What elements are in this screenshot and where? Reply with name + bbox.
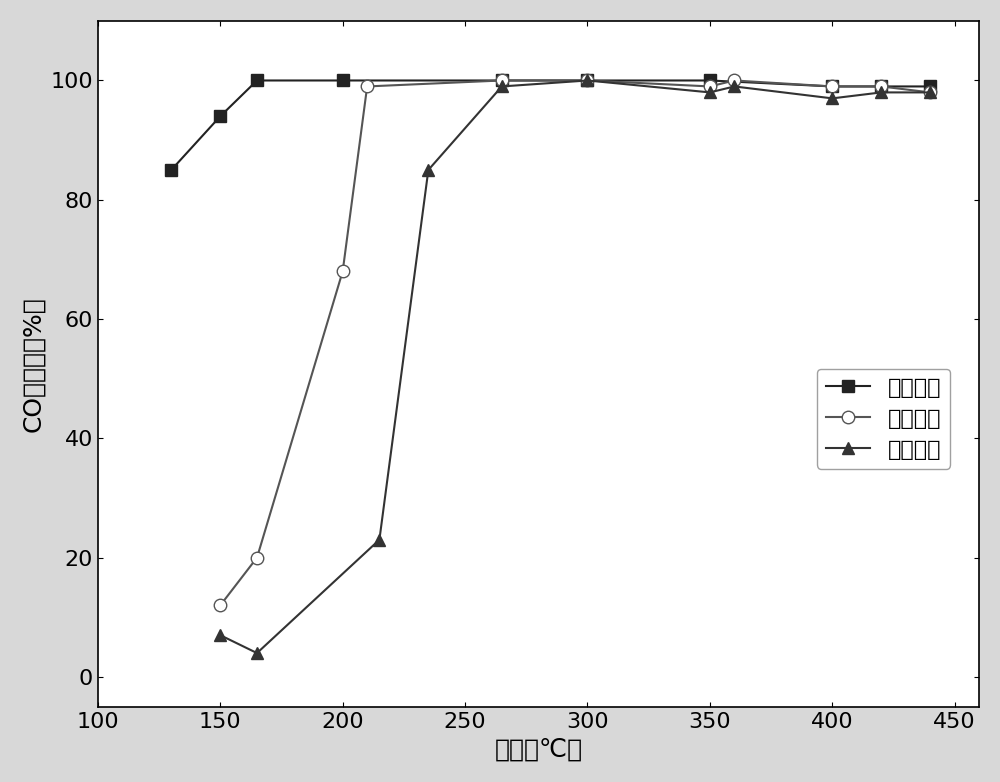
Line: 实施例一: 实施例一 [165,74,936,176]
实施例一 [337,76,349,85]
实施例二 [728,76,740,85]
Line: 实施例二: 实施例二 [214,74,936,612]
实施例一 [214,112,226,121]
Y-axis label: CO转化率（%）: CO转化率（%） [21,296,45,432]
实施例一 [496,76,508,85]
实施例一 [826,82,838,91]
实施例三 [251,648,263,658]
实施例三 [924,88,936,97]
实施例三 [496,82,508,91]
实施例二 [875,82,887,91]
X-axis label: 温度（℃）: 温度（℃） [494,737,583,761]
实施例三 [704,88,716,97]
实施例一 [704,76,716,85]
实施例二 [826,82,838,91]
实施例一 [924,82,936,91]
实施例二 [496,76,508,85]
实施例一 [581,76,593,85]
Legend: 实施例一, 实施例二, 实施例三: 实施例一, 实施例二, 实施例三 [817,368,950,468]
实施例三 [373,535,385,544]
实施例二 [214,601,226,610]
实施例二 [251,553,263,562]
Line: 实施例三: 实施例三 [214,74,936,659]
实施例二 [337,267,349,276]
实施例一 [165,165,177,174]
实施例一 [251,76,263,85]
实施例二 [361,82,373,91]
实施例三 [581,76,593,85]
实施例三 [826,94,838,103]
实施例二 [581,76,593,85]
实施例三 [214,630,226,640]
实施例二 [704,82,716,91]
实施例二 [924,88,936,97]
实施例三 [875,88,887,97]
实施例三 [728,82,740,91]
实施例一 [875,82,887,91]
实施例三 [422,165,434,174]
